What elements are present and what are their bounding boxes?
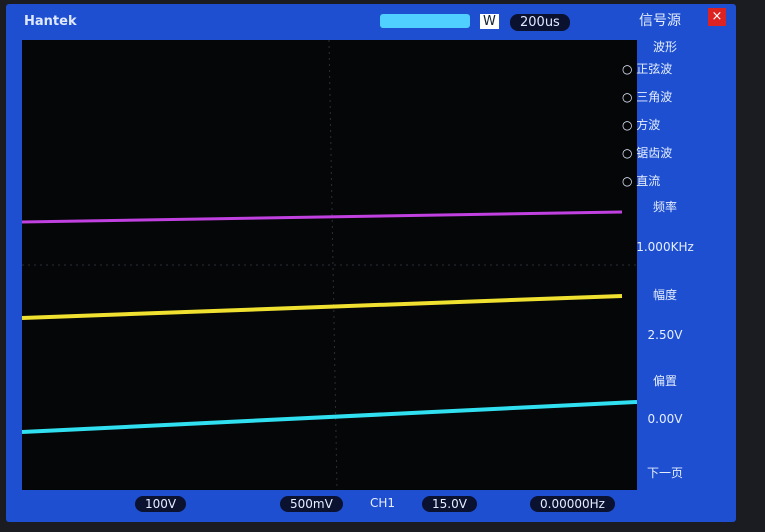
- ch-scale: 100V: [135, 496, 186, 512]
- timebase-mode: W: [480, 14, 499, 29]
- trace-yellow: [22, 296, 622, 318]
- bottom-bar: 100V 500mV CH1 15.0V 0.00000Hz: [10, 490, 730, 518]
- brand: Hantek: [24, 14, 77, 29]
- ch-volts: 500mV: [280, 496, 343, 512]
- trigger-source: CH1: [370, 496, 395, 510]
- waveform-display: [22, 40, 637, 490]
- menu-section: 波形: [610, 38, 720, 55]
- menu-next[interactable]: 下一页: [610, 464, 720, 481]
- menu-label: 偏置: [610, 372, 720, 389]
- menu-label: 频率: [610, 198, 720, 215]
- top-bar: Hantek W 200us: [10, 8, 605, 36]
- menu-option[interactable]: ○ 直流: [622, 172, 660, 189]
- menu-value[interactable]: 1.000KHz: [610, 240, 720, 254]
- menu-option[interactable]: ○ 方波: [622, 116, 660, 133]
- menu-option[interactable]: ○ 正弦波: [622, 60, 672, 77]
- oscilloscope: Hantek W 200us × 信号源 波形 ○ 正弦波 ○ 三角波 ○ 方波…: [0, 0, 765, 532]
- menu-option[interactable]: ○ 三角波: [622, 88, 672, 105]
- menu-value[interactable]: 2.50V: [610, 328, 720, 342]
- menu-value[interactable]: 0.00V: [610, 412, 720, 426]
- grid: [22, 40, 637, 490]
- frequency-counter: 0.00000Hz: [530, 496, 615, 512]
- menu-title: 信号源: [610, 10, 710, 30]
- side-menu: 信号源 波形 ○ 正弦波 ○ 三角波 ○ 方波 ○ 锯齿波 ○ 直流 频率 1.…: [610, 8, 734, 488]
- menu-label: 幅度: [610, 286, 720, 303]
- traces: [22, 40, 637, 490]
- trigger-level: 15.0V: [422, 496, 477, 512]
- timebase: 200us: [510, 14, 570, 31]
- trace-cyan: [22, 402, 637, 432]
- waveform-icon: [380, 14, 470, 28]
- trace-magenta: [22, 212, 622, 222]
- menu-option[interactable]: ○ 锯齿波: [622, 144, 672, 161]
